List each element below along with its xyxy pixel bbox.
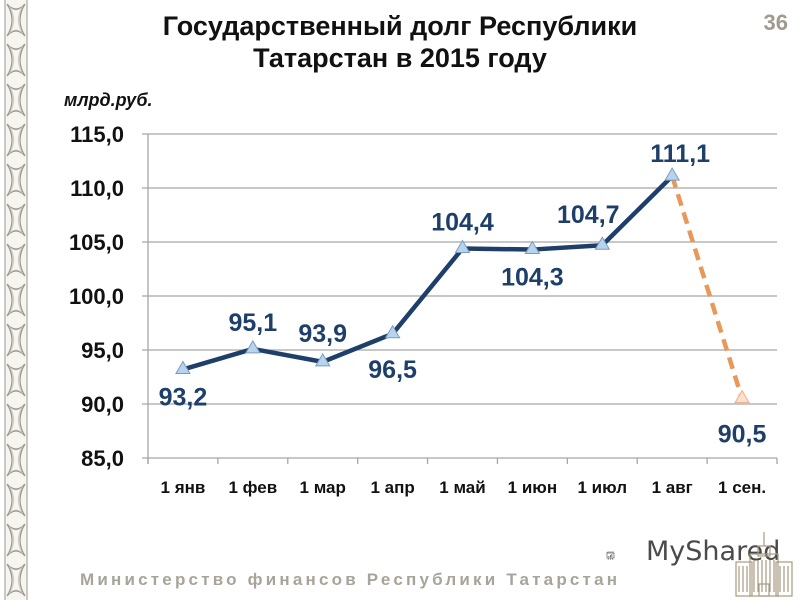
y-axis-ticks: 85,0 90,0 95,0 100,0 105,0 110,0 115,0 xyxy=(69,122,124,471)
gridlines xyxy=(142,133,778,464)
data-label: 95,1 xyxy=(228,309,277,337)
actual-line xyxy=(182,174,674,372)
y-tick-label: 105,0 xyxy=(69,230,124,255)
triangle-marker xyxy=(524,240,541,255)
y-tick-label: 100,0 xyxy=(69,284,124,309)
y-axis-unit-label: млрд.руб. xyxy=(64,90,153,110)
x-tick-label: 1 фев xyxy=(228,478,277,497)
data-label: 111,1 xyxy=(650,140,710,168)
triangle-marker xyxy=(734,389,750,404)
x-tick-label: 1 июн xyxy=(508,478,557,497)
slide-number: 36 xyxy=(763,10,788,35)
x-tick-label: 1 мар xyxy=(300,478,346,497)
x-tick-label: 1 янв xyxy=(161,478,206,497)
x-axis-ticks: 1 янв 1 фев 1 мар 1 апр 1 май 1 июн 1 июл 1 авг… xyxy=(161,478,767,497)
forecast-line xyxy=(670,175,745,400)
data-label: 104,4 xyxy=(431,208,494,236)
decorative-border xyxy=(4,0,28,600)
triangle-marker xyxy=(454,239,471,253)
triangle-marker xyxy=(314,352,331,367)
data-label: 93,2 xyxy=(159,383,208,411)
building-icon xyxy=(735,532,793,597)
data-label: 96,5 xyxy=(368,356,417,384)
y-tick-label: 115,0 xyxy=(70,122,124,147)
y-tick-label: 110,0 xyxy=(70,176,124,201)
footer-ministry: Министерство финансов Республики Татарст… xyxy=(80,570,621,589)
title-line-1: Государственный долг Республики xyxy=(162,11,638,41)
triangle-marker xyxy=(175,360,191,374)
title-line-2: Татарстан в 2015 году xyxy=(253,43,547,73)
data-label: 104,7 xyxy=(557,201,620,229)
x-tick-label: 1 сен. xyxy=(718,478,766,497)
triangle-marker xyxy=(384,324,401,339)
triangle-marker xyxy=(244,339,261,354)
y-tick-label: 90,0 xyxy=(81,392,124,417)
data-label: 104,3 xyxy=(501,264,564,292)
data-label: 93,9 xyxy=(298,320,347,348)
y-tick-label: 85,0 xyxy=(81,446,124,471)
triangle-marker xyxy=(664,167,681,181)
data-series xyxy=(175,167,750,404)
x-tick-label: 1 авг xyxy=(652,478,693,497)
x-tick-label: 1 июл xyxy=(578,478,628,497)
x-tick-label: 1 май xyxy=(439,478,485,497)
page-title: Государственный долг Республики Татарста… xyxy=(100,10,700,74)
x-tick-label: 1 апр xyxy=(370,478,414,497)
y-tick-label: 95,0 xyxy=(81,338,124,363)
data-label: 90,5 xyxy=(718,421,767,449)
triangle-marker xyxy=(594,236,611,250)
presentation-icon xyxy=(606,551,615,561)
